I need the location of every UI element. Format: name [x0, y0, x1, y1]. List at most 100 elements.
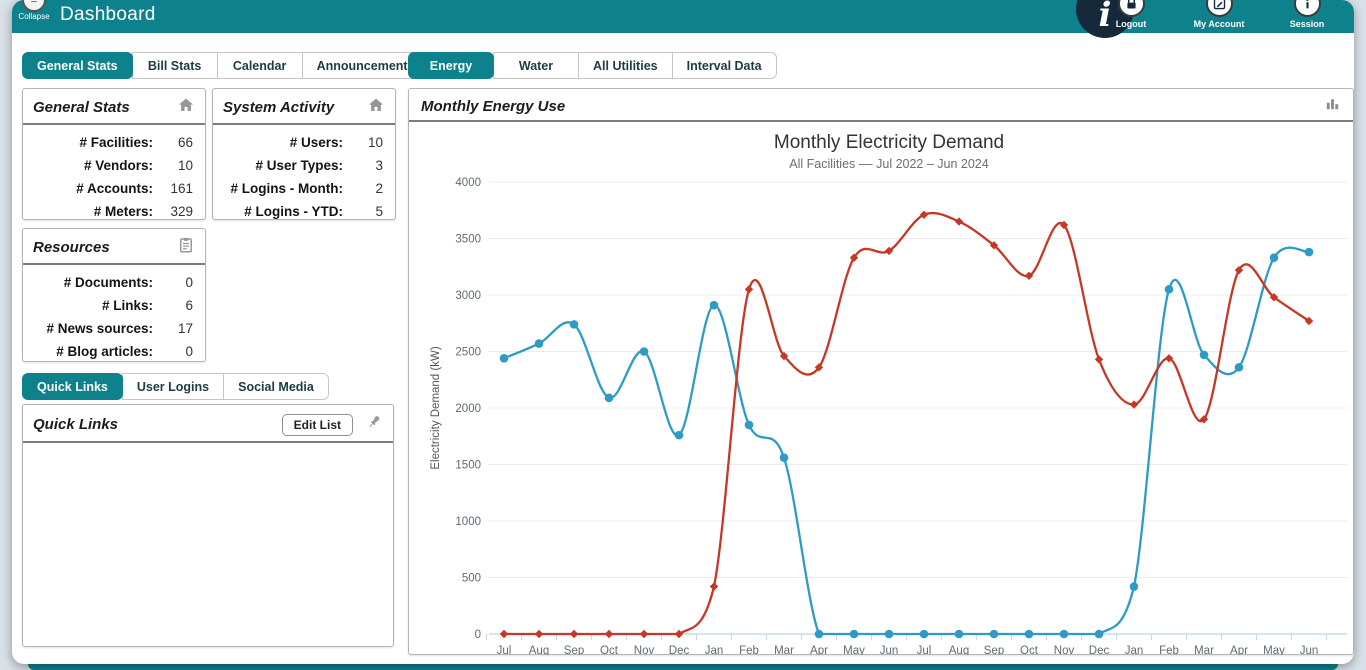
- data-point[interactable]: [674, 430, 684, 440]
- stat-value: 10: [177, 158, 193, 173]
- data-point[interactable]: [569, 320, 579, 329]
- card-title: Resources: [33, 239, 110, 256]
- data-point[interactable]: [1234, 363, 1244, 372]
- tab-water[interactable]: Water: [493, 52, 579, 79]
- stat-row: # Meters: 329: [33, 200, 193, 223]
- stat-label: # Documents:: [63, 275, 153, 290]
- tab-social-media[interactable]: Social Media: [223, 373, 329, 400]
- data-point[interactable]: [709, 300, 719, 310]
- data-point[interactable]: [1269, 293, 1279, 302]
- data-point[interactable]: [954, 217, 964, 226]
- data-point[interactable]: [1059, 220, 1069, 230]
- tab-interval-data[interactable]: Interval Data: [671, 52, 777, 79]
- tab-quick-links[interactable]: Quick Links: [22, 373, 123, 400]
- data-point[interactable]: [814, 363, 824, 372]
- tab-user-logins[interactable]: User Logins: [121, 373, 225, 400]
- stat-row: # News sources: 17: [33, 317, 193, 340]
- stat-value: 2: [375, 181, 383, 196]
- data-point[interactable]: [1304, 247, 1314, 257]
- tab-calendar[interactable]: Calendar: [216, 52, 303, 79]
- data-point[interactable]: [884, 246, 894, 256]
- stats-tabbar: General Stats Bill Stats Calendar Announcem…: [22, 52, 430, 79]
- data-point[interactable]: [1059, 629, 1069, 639]
- data-point[interactable]: [1024, 629, 1034, 639]
- stat-row: # Documents: 0: [33, 271, 193, 294]
- data-point[interactable]: [1199, 415, 1209, 424]
- system-activity-card: System Activity # Users: 10 # User Types: 3…: [212, 88, 396, 220]
- data-point[interactable]: [674, 629, 684, 639]
- data-point[interactable]: [1024, 271, 1034, 280]
- x-tick-label: Dec: [669, 645, 690, 655]
- data-point[interactable]: [499, 629, 509, 639]
- x-tick-label: Jul: [917, 645, 932, 655]
- home-icon[interactable]: [177, 96, 195, 119]
- data-point[interactable]: [1094, 355, 1104, 364]
- data-point[interactable]: [1164, 285, 1174, 294]
- stat-value: 10: [367, 135, 383, 150]
- tab-energy[interactable]: Energy: [408, 52, 494, 79]
- data-point[interactable]: [884, 629, 894, 639]
- clipboard-icon[interactable]: [177, 236, 195, 259]
- red-line: [502, 211, 1311, 636]
- x-tick-label: May: [843, 645, 865, 655]
- stat-rows: # Documents: 0 # Links: 6 # News sources: 17 #…: [23, 265, 205, 369]
- bar-chart-icon[interactable]: [1324, 95, 1341, 117]
- data-point[interactable]: [919, 629, 929, 639]
- tab-bill-stats[interactable]: Bill Stats: [131, 52, 218, 79]
- data-point[interactable]: [534, 339, 544, 348]
- stat-value: 0: [185, 275, 193, 290]
- data-point[interactable]: [709, 582, 719, 591]
- x-tick-label: Apr: [1230, 645, 1248, 655]
- data-point[interactable]: [1129, 582, 1139, 591]
- x-tick-label: Nov: [1054, 645, 1075, 655]
- logout-button[interactable]: Logout: [1098, 0, 1164, 29]
- data-point[interactable]: [814, 629, 824, 639]
- x-tick-label: Feb: [739, 645, 759, 655]
- pin-icon[interactable]: [365, 413, 383, 436]
- data-point[interactable]: [849, 253, 859, 262]
- info-icon: [1293, 0, 1321, 17]
- quick-links-card: Quick Links Edit List: [22, 404, 394, 647]
- data-point[interactable]: [989, 629, 999, 639]
- data-point[interactable]: [1304, 316, 1314, 326]
- collapse-button[interactable]: ≡ Collapse: [16, 0, 52, 21]
- data-point[interactable]: [849, 629, 859, 639]
- y-tick-label: 3000: [455, 290, 481, 302]
- y-tick-label: 0: [475, 629, 481, 641]
- tab-all-utilities[interactable]: All Utilities: [578, 52, 673, 79]
- blue-line: [502, 246, 1311, 636]
- data-point[interactable]: [1129, 400, 1139, 409]
- x-tick-label: Oct: [600, 645, 619, 655]
- tab-general-stats[interactable]: General Stats: [22, 52, 133, 79]
- my-account-button[interactable]: My Account: [1186, 0, 1252, 29]
- data-point[interactable]: [744, 285, 754, 294]
- content-area: General Stats Bill Stats Calendar Announcem…: [12, 33, 1354, 664]
- home-icon[interactable]: [367, 96, 385, 119]
- data-point[interactable]: [779, 351, 789, 361]
- data-point[interactable]: [569, 629, 579, 639]
- data-point[interactable]: [744, 420, 754, 430]
- stat-label: # Logins - Month:: [230, 181, 343, 196]
- data-point[interactable]: [1269, 253, 1279, 263]
- session-button[interactable]: Session: [1274, 0, 1340, 29]
- edit-list-button[interactable]: Edit List: [281, 413, 353, 436]
- data-point[interactable]: [639, 629, 649, 639]
- data-point[interactable]: [604, 629, 614, 639]
- data-point[interactable]: [1164, 354, 1174, 363]
- data-point[interactable]: [989, 241, 999, 250]
- data-point[interactable]: [919, 210, 929, 219]
- data-point[interactable]: [1199, 350, 1209, 360]
- stat-label: # Users:: [289, 135, 343, 150]
- stat-value: 329: [170, 204, 193, 219]
- data-point[interactable]: [1094, 629, 1104, 639]
- data-point[interactable]: [534, 629, 544, 639]
- data-point[interactable]: [1234, 265, 1244, 275]
- general-stats-card: General Stats # Facilities: 66 # Vendors: 1…: [22, 88, 206, 220]
- card-title: Monthly Energy Use: [421, 97, 566, 115]
- data-point[interactable]: [779, 453, 789, 463]
- stat-label: # News sources:: [46, 321, 153, 336]
- data-point[interactable]: [954, 629, 964, 639]
- data-point[interactable]: [604, 393, 614, 403]
- data-point[interactable]: [639, 347, 649, 356]
- data-point[interactable]: [499, 353, 509, 363]
